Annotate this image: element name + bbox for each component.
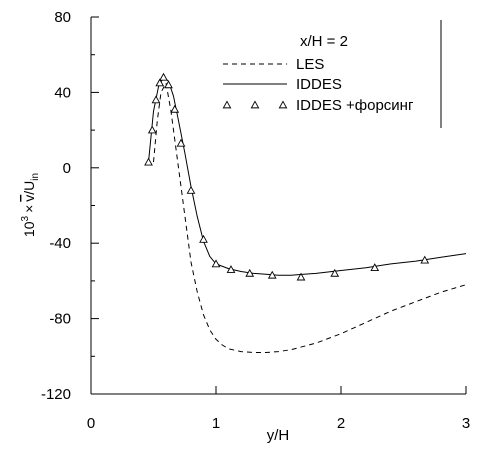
y-label-variable: v — [21, 195, 37, 202]
data-point-iddes-forcing — [245, 268, 255, 277]
legend-label-iddes: IDDES — [296, 76, 342, 93]
chart-title: x/H = 2 — [300, 33, 348, 50]
data-point-iddes-forcing — [211, 259, 221, 268]
x-axis-label: y/H — [267, 427, 290, 444]
data-point-iddes-forcing — [330, 268, 340, 277]
svg-text:103×v/Uin: 103 × v/Uin — [20, 173, 41, 237]
x-tick-label: 3 — [462, 415, 470, 432]
data-point-iddes-forcing — [226, 265, 236, 273]
series-layer — [144, 72, 467, 353]
axis-ticks: 0 1 2 3 80 40 0 -40 -80 -120 — [41, 9, 470, 432]
y-label-exponent: 3 — [20, 215, 31, 221]
y-tick-label: -80 — [49, 311, 71, 328]
data-point-iddes-forcing — [296, 272, 306, 281]
legend-label-les: LES — [296, 56, 324, 73]
series-line-les — [153, 82, 467, 353]
y-label-base: 10 — [21, 221, 37, 237]
legend: x/H = 2 LES IDDES IDDES +форсинг — [222, 20, 442, 128]
data-point-iddes-forcing — [155, 78, 165, 87]
y-tick-label: -120 — [41, 386, 71, 403]
legend-marker-triangle — [250, 100, 260, 109]
y-tick-label: 40 — [54, 84, 71, 101]
y-label-divisor: /U — [21, 181, 37, 195]
legend-marker-triangle — [278, 100, 288, 109]
data-point-iddes-forcing — [420, 255, 430, 264]
legend-label-iddes-forcing: IDDES +форсинг — [296, 97, 414, 114]
y-tick-label: 80 — [54, 9, 71, 26]
data-point-iddes-forcing — [151, 95, 161, 104]
plot-frame — [90, 17, 466, 395]
data-point-iddes-forcing — [144, 157, 153, 166]
data-point-iddes-forcing — [267, 270, 277, 279]
y-label-times: × — [21, 205, 37, 213]
data-point-iddes-forcing — [199, 234, 208, 243]
data-point-iddes-forcing — [176, 138, 186, 147]
data-point-iddes-forcing — [164, 80, 173, 89]
data-point-iddes-forcing — [186, 185, 196, 194]
x-tick-label: 2 — [337, 415, 345, 432]
data-point-iddes-forcing — [170, 104, 180, 113]
y-label-subscript: in — [30, 173, 41, 181]
x-tick-label: 1 — [212, 415, 220, 432]
data-point-iddes-forcing — [370, 263, 380, 272]
y-axis-label: 103 × v/Uin — [20, 173, 41, 237]
legend-marker-triangle — [222, 100, 232, 109]
legend-sample-iddes-forcing — [222, 100, 288, 109]
y-tick-label: 0 — [63, 160, 71, 177]
x-tick-label: 0 — [87, 415, 95, 432]
data-point-iddes-forcing — [147, 125, 157, 134]
data-point-iddes-forcing — [159, 72, 168, 81]
y-tick-label: -40 — [49, 235, 71, 252]
